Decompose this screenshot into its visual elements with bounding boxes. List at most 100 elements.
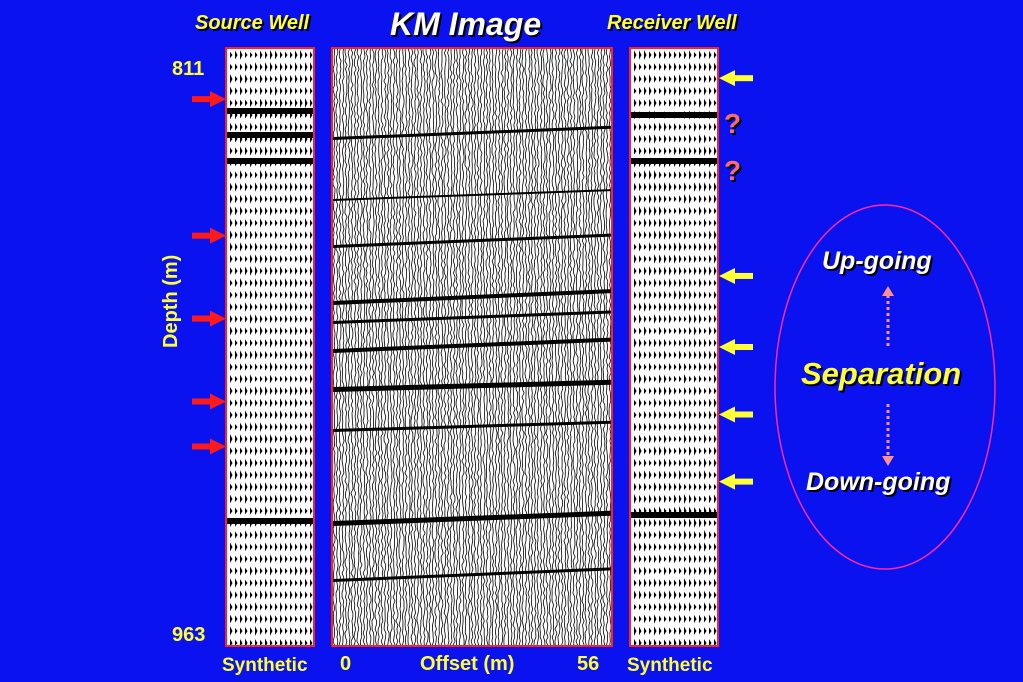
wavelet-mark (684, 182, 687, 192)
wavelet-mark (709, 555, 712, 563)
wavelet-mark (310, 386, 313, 396)
wavelet-mark (270, 266, 273, 276)
wavelet-mark (684, 578, 687, 588)
wavelet-mark (674, 531, 677, 539)
wavelet-mark (240, 590, 243, 600)
wavelet-mark (694, 531, 697, 539)
wavelet-mark (265, 315, 268, 323)
wavelet-mark (305, 123, 308, 131)
wavelet-mark (255, 350, 258, 360)
wavelet-mark (634, 291, 637, 299)
wavelet-mark (674, 519, 677, 527)
wavelet-mark (235, 123, 238, 131)
wavelet-mark (290, 494, 293, 504)
wavelet-mark (689, 74, 692, 84)
wavelet-mark (649, 483, 652, 491)
wavelet-mark (275, 255, 278, 263)
wavelet-mark (654, 614, 657, 624)
wavelet-mark (240, 170, 243, 180)
trace-line (485, 49, 489, 645)
wavelet-mark (679, 375, 682, 383)
wavelet-mark (275, 75, 278, 83)
wavelet-mark (290, 531, 293, 539)
wavelet-mark (250, 495, 253, 503)
wavelet-mark (644, 195, 647, 203)
wavelet-mark (639, 398, 642, 408)
wavelet-mark (235, 387, 238, 395)
wavelet-mark (634, 206, 637, 216)
wavelet-mark (290, 410, 293, 420)
wavelet-mark (305, 146, 308, 156)
wavelet-mark (260, 267, 263, 275)
wavelet-mark (669, 363, 672, 371)
wavelet-mark (250, 471, 253, 479)
wavelet-mark (639, 518, 642, 528)
wavelet-mark (709, 266, 712, 276)
wavelet-mark (285, 555, 288, 563)
wavelet-mark (684, 374, 687, 384)
wavelet-mark (275, 578, 278, 588)
wavelet-mark (714, 602, 717, 612)
wavelet-mark (699, 303, 702, 311)
wavelet-mark (704, 134, 707, 144)
wavelet-mark (255, 602, 258, 612)
wavelet-mark (679, 494, 682, 504)
wavelet-mark (310, 351, 313, 359)
wavelet-mark (684, 471, 687, 479)
wavelet-mark (704, 470, 707, 480)
wavelet-mark (270, 362, 273, 372)
wavelet-mark (659, 543, 662, 551)
wavelet-mark (684, 218, 687, 228)
wavelet-mark (265, 446, 268, 456)
wavelet-mark (714, 434, 717, 444)
wavelet-mark (240, 602, 243, 612)
strong-reflector (227, 158, 313, 164)
wavelet-mark (295, 375, 298, 383)
wavelet-mark (245, 507, 248, 515)
wavelet-mark (310, 434, 313, 444)
wavelet-mark (290, 51, 293, 59)
wavelet-mark (270, 590, 273, 600)
wavelet-mark (654, 338, 657, 348)
wavelet-mark (689, 183, 692, 191)
wavelet-mark (275, 603, 278, 611)
wavelet-mark (679, 578, 682, 588)
wavelet-mark (704, 615, 707, 623)
wavelet-mark (235, 567, 238, 575)
wavelet-mark (310, 315, 313, 323)
wavelet-mark (300, 627, 303, 635)
wavelet-mark (649, 134, 652, 144)
wavelet-mark (275, 291, 278, 299)
wavelet-mark (295, 183, 298, 191)
wavelet-mark (290, 242, 293, 252)
wavelet-mark (230, 147, 233, 155)
wavelet-mark (649, 615, 652, 623)
wavelet-mark (709, 459, 712, 467)
wavelet-mark (654, 63, 657, 71)
wavelet-mark (260, 243, 263, 251)
wavelet-mark (240, 543, 243, 551)
wavelet-mark (634, 458, 637, 468)
wavelet-mark (649, 590, 652, 600)
wavelet-mark (300, 446, 303, 456)
wavelet-mark (285, 267, 288, 275)
reflector-band (333, 567, 611, 582)
wavelet-mark (265, 254, 268, 264)
wavelet-mark (694, 219, 697, 227)
wavelet-mark (669, 51, 672, 59)
wavelet-mark (285, 482, 288, 492)
wavelet-mark (689, 219, 692, 227)
trace-line (533, 49, 537, 645)
wavelet-mark (295, 434, 298, 444)
wavelet-mark (639, 411, 642, 419)
wavelet-mark (280, 422, 283, 432)
wavelet-mark (265, 470, 268, 480)
trace-line (333, 49, 336, 645)
wavelet-mark (245, 614, 248, 624)
wavelet-mark (270, 398, 273, 408)
wavelet-mark (659, 399, 662, 407)
wavelet-mark (310, 614, 313, 624)
wavelet-mark (669, 435, 672, 443)
reflector-band (333, 289, 611, 305)
wavelet-mark (694, 578, 697, 588)
